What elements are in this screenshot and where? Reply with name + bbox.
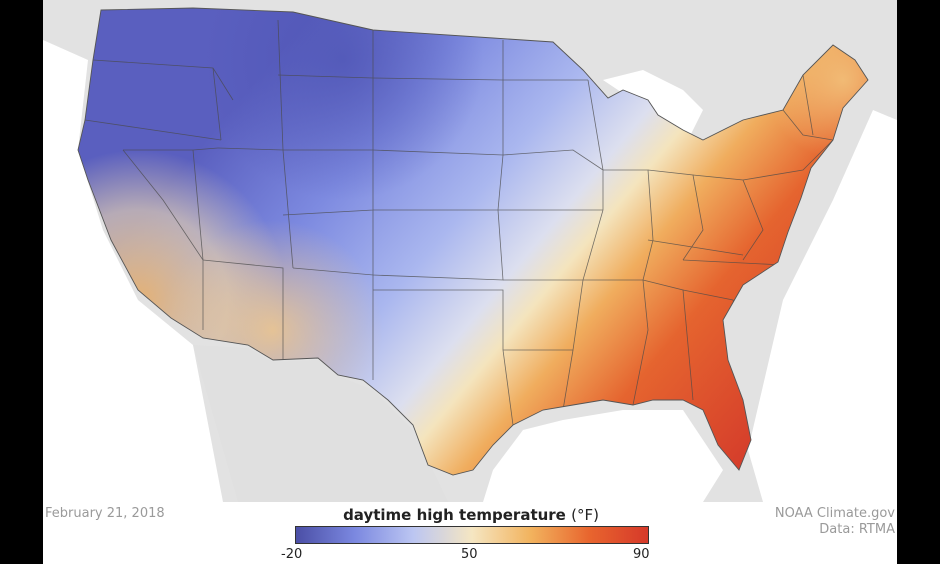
map-figure: February 21, 2018 daytime high temperatu… [43,0,897,564]
color-scale-bar [295,526,649,544]
legend-unit: (°F) [571,506,599,524]
date-label: February 21, 2018 [45,506,165,521]
credit-block: NOAA Climate.gov Data: RTMA [775,506,895,538]
atlantic-ocean [748,110,897,502]
temperature-map [43,0,897,502]
legend-title: daytime high temperature (°F) [293,506,649,524]
map-footer: February 21, 2018 daytime high temperatu… [43,502,897,564]
legend-title-text: daytime high temperature [343,506,566,524]
legend-tick-max: 90 [633,547,650,562]
legend-tick-min: -20 [281,547,303,562]
credit-source: NOAA Climate.gov [774,506,895,521]
legend-tick-mid: 50 [461,547,478,562]
pacific-ocean [43,40,223,502]
state-borders [84,19,834,426]
credit-data: Data: RTMA [819,522,895,537]
mexico-land [193,345,448,502]
gulf-of-mexico [483,410,723,502]
